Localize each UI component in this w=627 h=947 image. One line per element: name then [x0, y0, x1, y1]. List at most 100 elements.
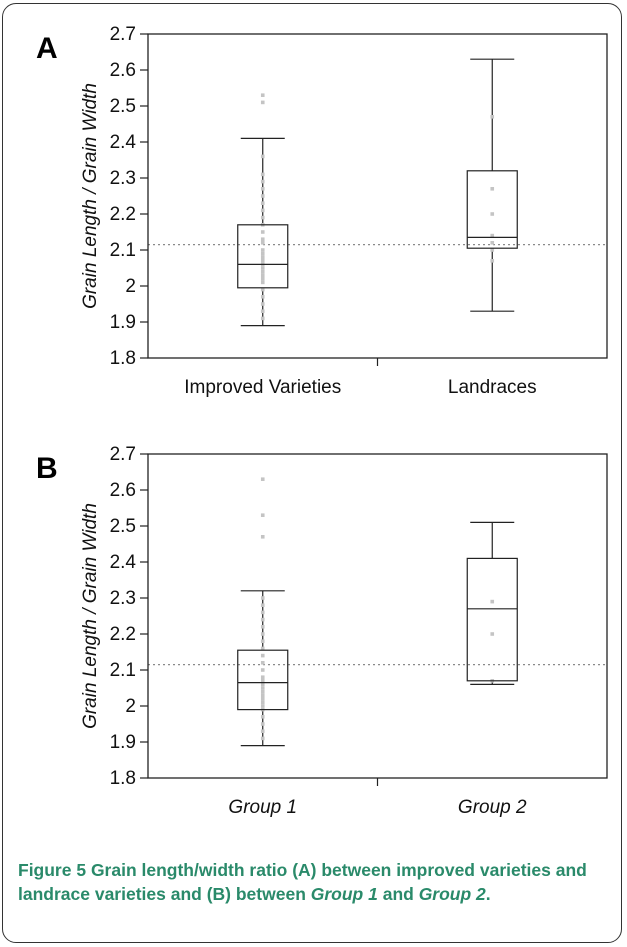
panel-b-plot-frame: [147, 453, 608, 779]
panel-a-y-tick-label: 2.3: [110, 168, 136, 189]
data-point: [260, 675, 265, 679]
figure-frame: [2, 3, 622, 943]
data-point: [260, 248, 265, 252]
data-point: [260, 309, 265, 313]
data-point: [260, 179, 265, 184]
caption-text-1: Grain length/width ratio (A) between imp…: [18, 860, 587, 904]
data-point: [260, 280, 265, 285]
data-point: [260, 697, 265, 701]
data-point: [260, 172, 265, 177]
data-point: [490, 187, 495, 191]
panel-a-y-tick-label: 2.2: [110, 204, 136, 225]
data-point: [260, 603, 265, 607]
data-point: [260, 617, 265, 622]
data-point: [260, 679, 265, 683]
panel-b-y-tick-label: 2.4: [110, 552, 137, 573]
data-point: [260, 736, 265, 741]
panel-b-box-2: [466, 521, 518, 685]
panel-a-y-tick-label: 1.8: [110, 348, 136, 369]
data-point: [260, 154, 265, 159]
panel-b-y-tick-label: 1.8: [110, 768, 136, 789]
panel-a-y-tick-label: 2.7: [110, 24, 136, 45]
panel-b-x-tick-label: Group 1: [228, 797, 297, 818]
data-point: [490, 233, 495, 238]
data-point: [260, 477, 265, 481]
panel-b-chart: B Grain Length / Grain Width 1.8 1.9 2 2.1 2.2…: [36, 444, 608, 818]
caption-italic-2: Group 2: [418, 884, 486, 904]
panel-b-y-tick-label: 1.9: [110, 732, 136, 753]
data-point: [260, 316, 265, 321]
data-point: [260, 704, 265, 708]
data-point: [260, 194, 265, 198]
data-point: [260, 682, 265, 687]
data-point: [260, 722, 265, 726]
caption-text-2: and: [377, 884, 419, 904]
data-point: [260, 230, 265, 234]
panel-b-y-tick-label: 2.3: [110, 588, 136, 609]
caption-italic-1: Group 1: [310, 884, 378, 904]
data-point: [260, 273, 265, 277]
panel-a-letter: A: [36, 32, 58, 65]
panel-a-x-tick-label: Landraces: [448, 377, 537, 398]
panel-b-y-tick-label: 2.7: [110, 444, 136, 465]
data-point: [490, 241, 495, 245]
data-point: [490, 115, 495, 119]
panel-a-y-tick-label: 2.4: [110, 132, 137, 153]
data-point: [260, 93, 265, 97]
caption-figure-label: Figure 5: [18, 860, 87, 880]
panel-b-y-tick-label: 2.6: [110, 480, 136, 501]
data-point: [490, 599, 495, 604]
data-point: [490, 212, 495, 216]
panel-b-y-axis-label: Grain Length / Grain Width: [80, 503, 101, 729]
data-point: [260, 715, 265, 719]
data-point: [260, 513, 265, 517]
data-point: [260, 208, 265, 213]
panel-b-x-tick-label: Group 2: [458, 797, 527, 818]
data-point: [260, 729, 265, 733]
data-point: [260, 259, 265, 263]
data-point: [260, 255, 265, 259]
data-point: [260, 596, 265, 600]
panel-a-y-tick-label: 2.6: [110, 60, 136, 81]
data-point: [260, 700, 265, 705]
panel-a-x-tick-label: Improved Varieties: [184, 377, 341, 398]
panel-a-y-tick-label: 2.1: [110, 240, 136, 261]
data-point: [260, 668, 265, 672]
panel-a-y-tick-label: 1.9: [110, 312, 136, 333]
data-point: [260, 287, 265, 292]
panel-a-y-axis-label: Grain Length / Grain Width: [80, 83, 101, 309]
data-point: [260, 632, 265, 636]
iqr-box: [466, 557, 518, 682]
data-point: [260, 625, 265, 629]
data-point: [260, 187, 265, 191]
panel-b-box-1: [237, 477, 289, 747]
data-point: [260, 686, 265, 690]
data-point: [490, 632, 495, 636]
data-point: [260, 302, 265, 306]
panel-b-y-tick-label: 2.1: [110, 660, 136, 681]
data-point: [260, 251, 265, 256]
data-point: [260, 201, 265, 205]
data-point: [260, 646, 265, 651]
data-point: [260, 661, 265, 665]
data-point: [490, 248, 495, 252]
data-point: [260, 266, 265, 270]
data-point: [260, 689, 265, 694]
panel-a-y-tick-label: 2.5: [110, 96, 136, 117]
data-point: [260, 653, 265, 658]
data-point: [260, 215, 265, 220]
iqr-box: [237, 649, 289, 711]
figure-caption: Figure 5 Grain length/width ratio (A) be…: [18, 858, 608, 906]
data-point: [260, 237, 265, 241]
panel-b-y-tick-label: 2: [125, 696, 136, 717]
iqr-box: [237, 224, 289, 289]
panel-a-plot-frame: [147, 33, 608, 359]
iqr-box: [466, 170, 518, 249]
panel-b-letter: B: [36, 452, 58, 485]
data-point: [260, 100, 265, 105]
panel-b-y-tick-label: 2.2: [110, 624, 136, 645]
panel-a-box-1: [237, 93, 289, 327]
panel-a-chart: A Grain Length / Grain Width 1.8 1.9 2 2.1 2.2…: [36, 24, 608, 398]
panel-a-box-2: [466, 58, 518, 312]
data-point: [260, 277, 265, 281]
